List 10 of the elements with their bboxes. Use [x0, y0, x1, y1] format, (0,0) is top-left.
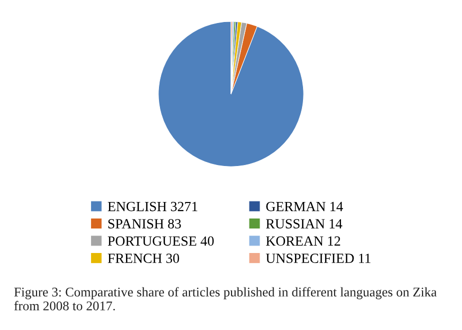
- legend-label: PORTUGUESE 40: [108, 236, 214, 246]
- caption: Figure 3: Comparative share of articles published in different languages on Zika from 2008 to 2017.: [14, 287, 437, 310]
- legend-label: GERMAN 14: [266, 202, 343, 212]
- legend-label: UNSPECIFIED 11: [266, 254, 370, 263]
- legend-label: SPANISH 83: [108, 219, 181, 228]
- legend-label: RUSSIAN 14: [266, 219, 342, 228]
- pie-slice: [158, 21, 304, 167]
- legend-label: FRENCH 30: [108, 254, 180, 263]
- legend-label: KOREAN 12: [266, 236, 340, 246]
- legend-label: ENGLISH 3271: [108, 202, 198, 212]
